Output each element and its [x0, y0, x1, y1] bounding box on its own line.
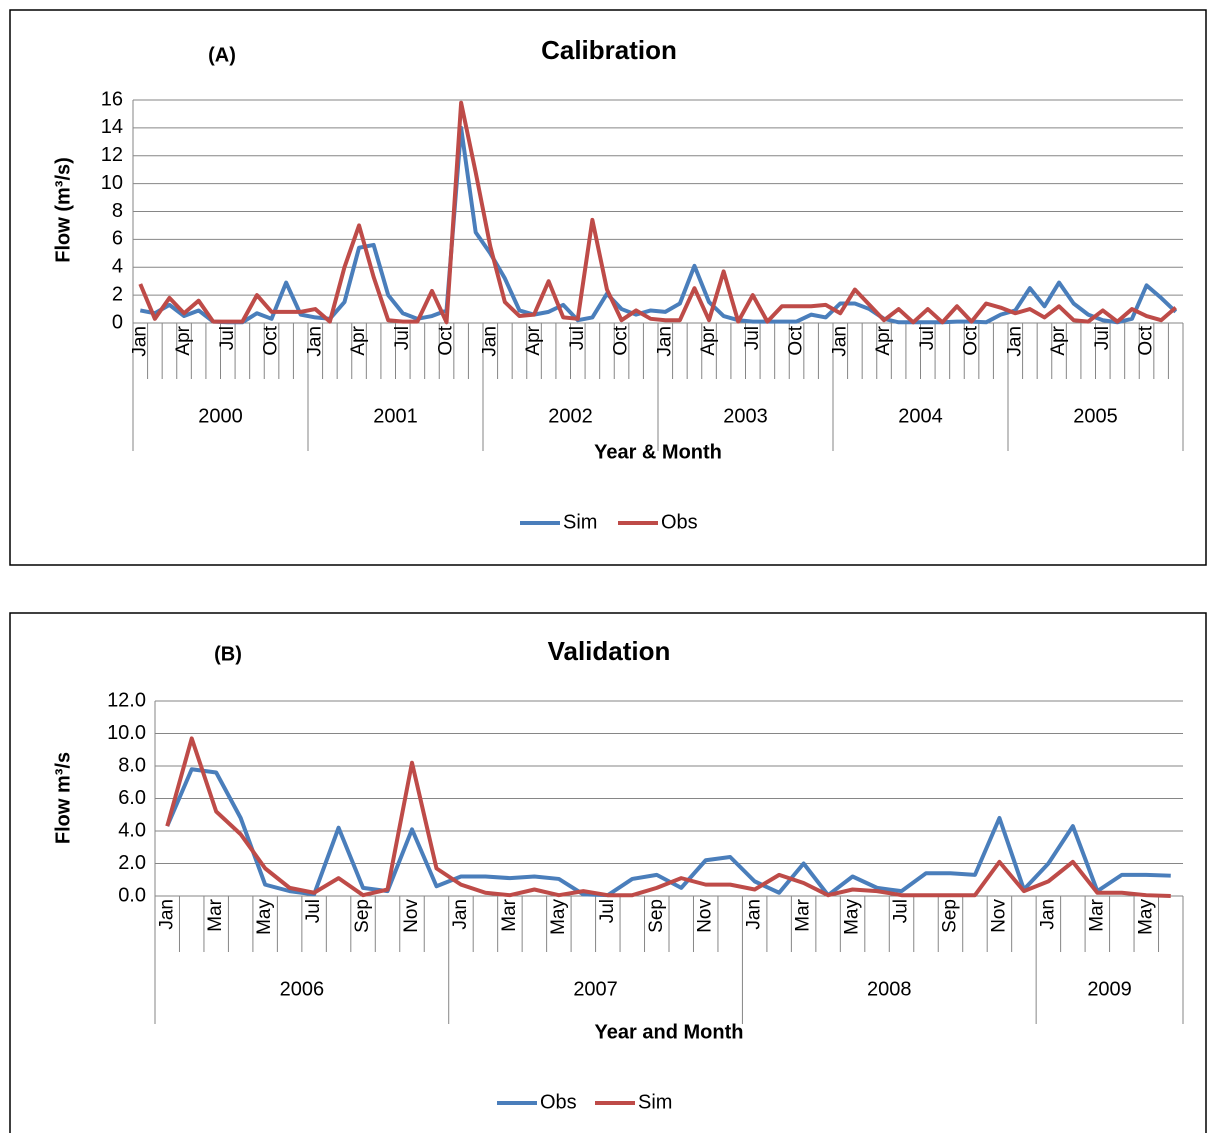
x-tick-label: Nov	[695, 899, 716, 933]
x-group-label: 2008	[867, 978, 912, 1000]
x-tick-label: Nov	[988, 899, 1009, 933]
x-tick-label: Apr	[348, 325, 369, 355]
x-tick-label: Oct	[436, 325, 457, 355]
y-axis-label: Flow (m³/s)	[52, 157, 74, 263]
x-tick-label: Nov	[401, 899, 422, 933]
x-axis-label: Year and Month	[595, 1021, 744, 1043]
legend-label: Sim	[563, 511, 597, 533]
y-tick-label: 8.0	[118, 754, 146, 776]
x-tick-label: Mar	[499, 898, 520, 931]
chart-title: Validation	[548, 636, 671, 666]
x-group-label: 2002	[548, 405, 593, 427]
y-tick-label: 4.0	[118, 819, 146, 841]
frame	[9, 612, 1207, 1133]
x-tick-label: Sep	[939, 899, 960, 933]
x-group-label: 2007	[573, 978, 618, 1000]
x-tick-label: Jul	[567, 326, 588, 350]
y-tick-label: 6	[112, 228, 123, 250]
data-line	[165, 767, 1171, 898]
x-group-label: 2005	[1073, 405, 1118, 427]
annotation: (A)	[208, 44, 236, 66]
x-tick-label: Jul	[1092, 326, 1113, 350]
x-tick-label: Mar	[1086, 898, 1107, 931]
x-tick-label: Sep	[646, 899, 667, 933]
x-tick-label: May	[1135, 899, 1156, 935]
legend-label: Obs	[661, 511, 698, 533]
x-group-label: 2006	[280, 978, 325, 1000]
y-tick-label: 10	[101, 172, 123, 194]
x-tick-label: May	[842, 899, 863, 935]
y-tick-label: 10.0	[107, 722, 146, 744]
legend-label: Sim	[638, 1091, 672, 1113]
y-tick-label: 4	[112, 256, 123, 278]
x-tick-label: Jul	[597, 899, 618, 923]
x-tick-label: Sep	[352, 899, 373, 933]
x-tick-label: May	[548, 899, 569, 935]
y-tick-label: 12.0	[107, 689, 146, 711]
x-tick-label: Jan	[479, 326, 500, 357]
y-tick-label: 16	[101, 88, 123, 110]
x-group-label: 2009	[1087, 978, 1132, 1000]
x-tick-label: Mar	[793, 898, 814, 931]
x-tick-label: Jul	[917, 326, 938, 350]
y-tick-label: 2	[112, 283, 123, 305]
y-tick-label: 0.0	[118, 884, 146, 906]
x-group-label: 2003	[723, 405, 768, 427]
x-tick-label: Jan	[304, 326, 325, 357]
x-tick-label: Oct	[786, 325, 807, 355]
x-tick-label: Apr	[1048, 325, 1069, 355]
x-tick-label: Jan	[654, 326, 675, 357]
data-line	[139, 125, 1178, 325]
x-tick-label: Jul	[392, 326, 413, 350]
x-group-label: 2000	[198, 405, 243, 427]
x-tick-label: Apr	[873, 325, 894, 355]
legend-label: Obs	[540, 1091, 577, 1113]
x-tick-label: Oct	[1136, 325, 1157, 355]
y-tick-label: 2.0	[118, 852, 146, 874]
x-tick-label: Jul	[217, 326, 238, 350]
x-tick-label: Apr	[698, 325, 719, 355]
chart-title: Calibration	[541, 35, 677, 65]
x-group-label: 2004	[898, 405, 943, 427]
x-tick-label: Oct	[261, 325, 282, 355]
y-tick-label: 0	[112, 311, 123, 333]
y-axis-label: Flow m³/s	[52, 752, 74, 844]
y-tick-label: 8	[112, 200, 123, 222]
frame	[9, 9, 1207, 566]
y-tick-label: 14	[101, 116, 123, 138]
x-tick-label: Jul	[742, 326, 763, 350]
x-tick-label: Jan	[829, 326, 850, 357]
x-tick-label: Mar	[205, 898, 226, 931]
x-tick-label: Jul	[303, 899, 324, 923]
data-line	[165, 736, 1171, 898]
annotation: (B)	[214, 643, 242, 665]
x-tick-label: Jan	[1037, 899, 1058, 930]
y-tick-label: 12	[101, 144, 123, 166]
x-group-label: 2001	[373, 405, 418, 427]
x-tick-label: Jan	[1004, 326, 1025, 357]
x-tick-label: Oct	[961, 325, 982, 355]
x-tick-label: Jan	[156, 899, 177, 930]
data-line	[138, 100, 1178, 325]
y-tick-label: 6.0	[118, 787, 146, 809]
x-axis-label: Year & Month	[594, 441, 722, 463]
x-tick-label: Apr	[523, 325, 544, 355]
x-tick-label: Jul	[891, 899, 912, 923]
x-tick-label: Oct	[611, 325, 632, 355]
x-tick-label: Jan	[450, 899, 471, 930]
x-tick-label: Jan	[744, 899, 765, 930]
x-tick-label: Jan	[129, 326, 150, 357]
x-tick-label: May	[254, 899, 275, 935]
x-tick-label: Apr	[173, 325, 194, 355]
